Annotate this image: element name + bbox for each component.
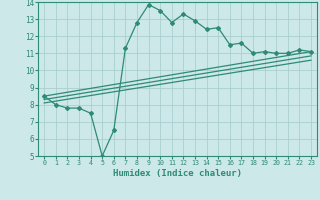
- X-axis label: Humidex (Indice chaleur): Humidex (Indice chaleur): [113, 169, 242, 178]
